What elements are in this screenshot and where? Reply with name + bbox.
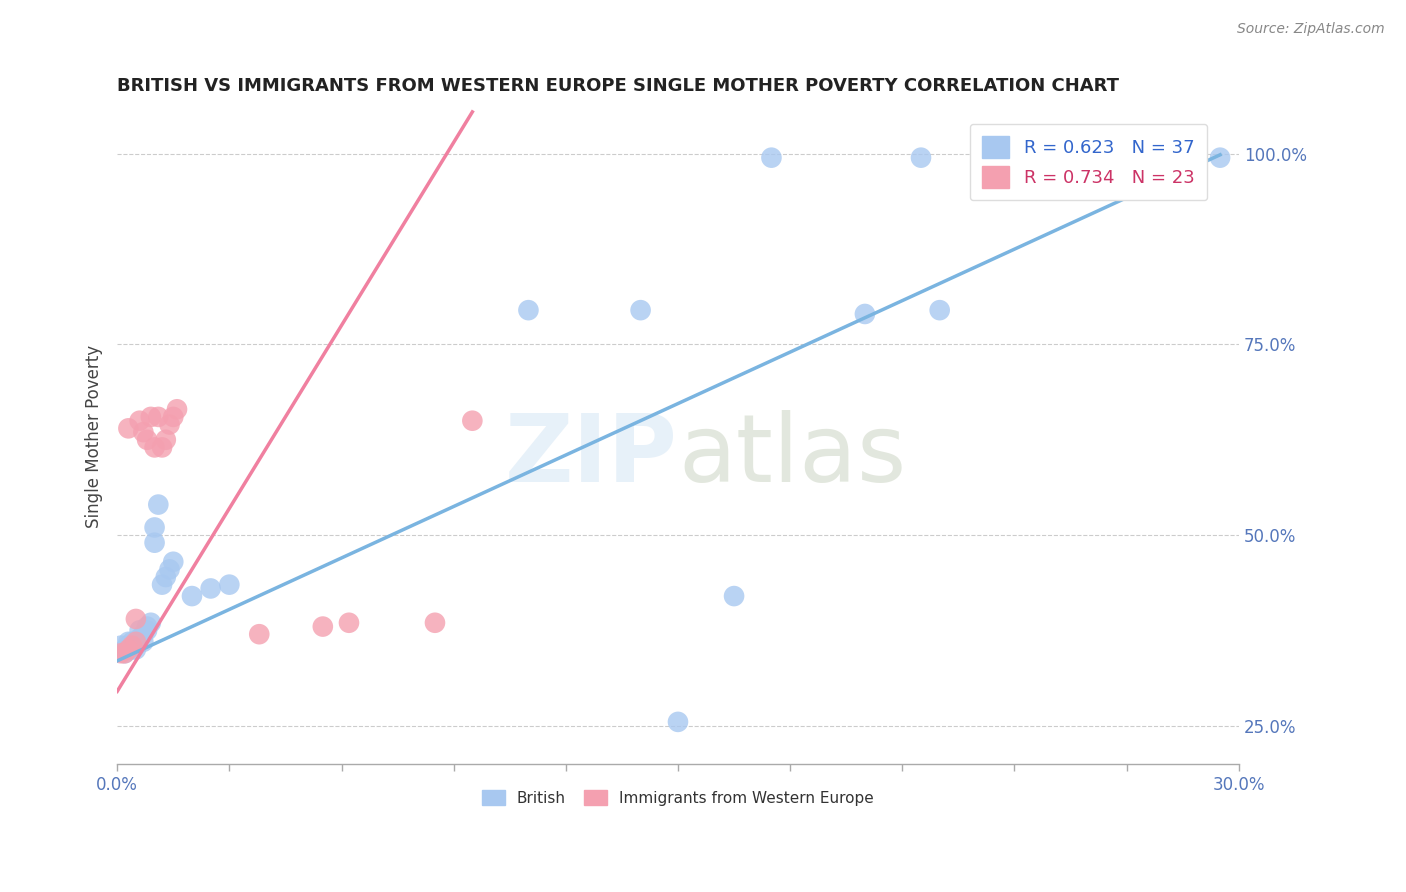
Y-axis label: Single Mother Poverty: Single Mother Poverty [86, 344, 103, 527]
Point [128, 624, 150, 638]
Point [128, 414, 150, 428]
Point [200, 582, 222, 596]
Point [630, 303, 652, 318]
Point [166, 402, 188, 417]
Point [1059, 151, 1081, 165]
Point [148, 498, 170, 512]
Text: atlas: atlas [678, 409, 907, 501]
Point [125, 612, 148, 626]
Point [312, 619, 335, 633]
Point [136, 619, 159, 633]
Point [218, 577, 240, 591]
Point [125, 635, 148, 649]
Point [155, 570, 177, 584]
Point [162, 409, 184, 424]
Point [761, 151, 783, 165]
Point [337, 615, 360, 630]
Point [150, 441, 173, 455]
Point [423, 615, 446, 630]
Point [150, 577, 173, 591]
Point [517, 303, 540, 318]
Point [132, 627, 155, 641]
Point [117, 639, 139, 653]
Point [461, 414, 484, 428]
Point [155, 433, 177, 447]
Point [125, 642, 148, 657]
Point [121, 642, 143, 657]
Legend: British, Immigrants from Western Europe: British, Immigrants from Western Europe [475, 784, 880, 812]
Point [136, 624, 159, 638]
Text: ZIP: ZIP [505, 409, 678, 501]
Point [132, 635, 155, 649]
Point [136, 433, 159, 447]
Point [139, 409, 162, 424]
Text: Source: ZipAtlas.com: Source: ZipAtlas.com [1237, 22, 1385, 37]
Point [128, 631, 150, 645]
Point [159, 562, 181, 576]
Point [117, 642, 139, 657]
Point [143, 535, 166, 549]
Point [114, 646, 136, 660]
Text: BRITISH VS IMMIGRANTS FROM WESTERN EUROPE SINGLE MOTHER POVERTY CORRELATION CHAR: BRITISH VS IMMIGRANTS FROM WESTERN EUROP… [117, 78, 1119, 95]
Point [132, 425, 155, 439]
Point [1171, 151, 1194, 165]
Point [723, 589, 745, 603]
Point [247, 627, 270, 641]
Point [928, 303, 950, 318]
Point [125, 639, 148, 653]
Point [143, 520, 166, 534]
Point [114, 642, 136, 657]
Point [117, 421, 139, 435]
Point [139, 615, 162, 630]
Point [162, 555, 184, 569]
Point [181, 589, 204, 603]
Point [148, 409, 170, 424]
Point [110, 639, 132, 653]
Point [117, 635, 139, 649]
Point [121, 635, 143, 649]
Point [853, 307, 876, 321]
Point [143, 441, 166, 455]
Point [114, 646, 136, 660]
Point [121, 639, 143, 653]
Point [1209, 151, 1232, 165]
Point [159, 417, 181, 432]
Point [666, 714, 689, 729]
Point [110, 646, 132, 660]
Point [910, 151, 932, 165]
